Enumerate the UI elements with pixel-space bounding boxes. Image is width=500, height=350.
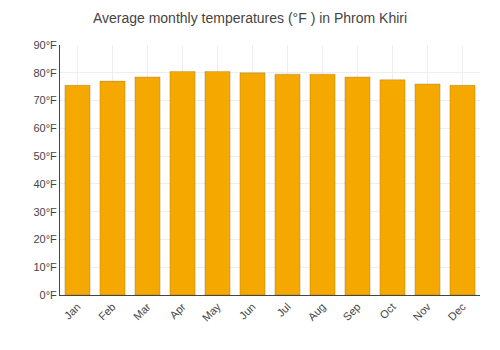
svg-text:May: May: [200, 300, 224, 324]
svg-text:Average monthly temperatures (: Average monthly temperatures (°F ) in Ph…: [93, 10, 407, 26]
svg-text:70°F: 70°F: [33, 94, 57, 106]
svg-text:Jun: Jun: [237, 301, 258, 322]
svg-text:Oct: Oct: [377, 301, 398, 322]
svg-text:Sep: Sep: [340, 301, 362, 323]
svg-text:Nov: Nov: [410, 300, 433, 323]
svg-text:20°F: 20°F: [33, 233, 57, 245]
svg-text:0°F: 0°F: [40, 289, 58, 301]
svg-text:10°F: 10°F: [33, 261, 57, 273]
svg-text:90°F: 90°F: [33, 39, 57, 51]
svg-text:Mar: Mar: [131, 300, 153, 322]
svg-text:30°F: 30°F: [33, 206, 57, 218]
svg-text:Apr: Apr: [167, 300, 188, 321]
svg-text:40°F: 40°F: [33, 178, 57, 190]
svg-text:Feb: Feb: [96, 301, 118, 323]
svg-text:60°F: 60°F: [33, 122, 57, 134]
svg-text:80°F: 80°F: [33, 67, 57, 79]
svg-text:Jan: Jan: [62, 301, 83, 322]
svg-text:Aug: Aug: [305, 301, 327, 323]
svg-text:Jul: Jul: [274, 301, 292, 319]
svg-text:50°F: 50°F: [33, 150, 57, 162]
svg-text:Dec: Dec: [445, 300, 468, 323]
